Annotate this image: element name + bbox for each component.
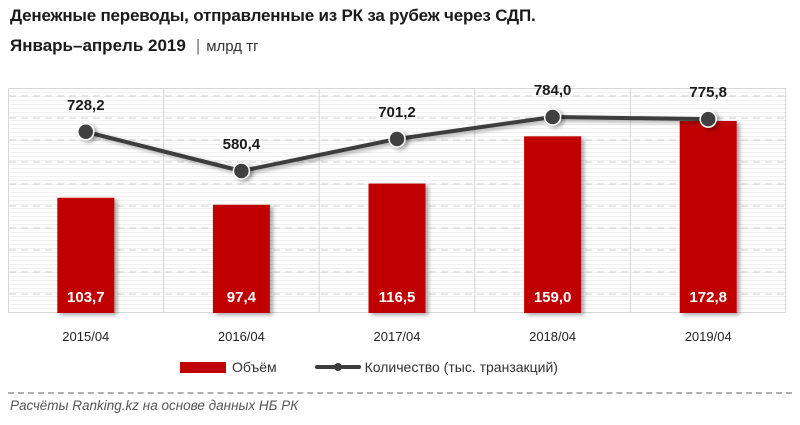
- bar-2019/04: [679, 121, 737, 313]
- line-value-label: 775,8: [689, 84, 727, 101]
- x-axis-label: 2016/04: [217, 329, 265, 344]
- footer-divider: [8, 392, 792, 394]
- legend: Объём Количество (тыс. транзакций): [180, 358, 558, 376]
- bar-series: [57, 121, 737, 313]
- line-marker: [232, 162, 251, 180]
- line-series: [77, 108, 717, 180]
- x-axis-label: 2019/04: [684, 329, 732, 344]
- line-marker: [388, 130, 406, 148]
- source-note: Расчёты Ranking.kz на основе данных НБ Р…: [10, 398, 299, 413]
- bar-value-label: 97,4: [227, 289, 257, 306]
- x-axis-label: 2018/04: [529, 329, 577, 344]
- line-value-label: 784,0: [534, 82, 572, 99]
- x-axis-label: 2017/04: [373, 329, 421, 344]
- title-separator: |: [195, 36, 201, 55]
- bar-2015/04: [57, 197, 115, 313]
- legend-line-swatch: [314, 361, 361, 373]
- line-marker: [543, 108, 562, 126]
- legend-bar-swatch: [180, 361, 226, 373]
- bar-2018/04: [524, 136, 582, 313]
- bar-value-label: 172,8: [689, 289, 727, 306]
- chart-title: Денежные переводы, отправленные из РК за…: [10, 6, 536, 25]
- bar-2017/04: [368, 183, 426, 313]
- bar-2016/04: [212, 204, 270, 313]
- chart-subtitle: Январь–апрель 2019 | млрд тг: [10, 36, 259, 56]
- legend-line-label: Количество (тыс. транзакций): [364, 359, 558, 375]
- line-marker: [77, 123, 95, 141]
- period-label: Январь–апрель 2019: [10, 36, 186, 55]
- line-value-label: 701,2: [378, 104, 416, 121]
- bar-value-label: 103,7: [67, 289, 105, 306]
- bar-value-label: 159,0: [534, 289, 572, 306]
- line-marker: [699, 110, 717, 128]
- legend-bar-label: Объём: [232, 359, 277, 375]
- data-labels: 103,7 97,4 116,5 159,0 172,8 728,2 580,4 701,2 7…: [67, 82, 727, 306]
- x-axis-label: 2015/04: [62, 329, 110, 344]
- bar-value-label: 116,5: [379, 289, 416, 306]
- line-value-label: 728,2: [67, 97, 105, 114]
- line-value-label: 580,4: [223, 136, 261, 153]
- unit-label: млрд тг: [206, 38, 259, 55]
